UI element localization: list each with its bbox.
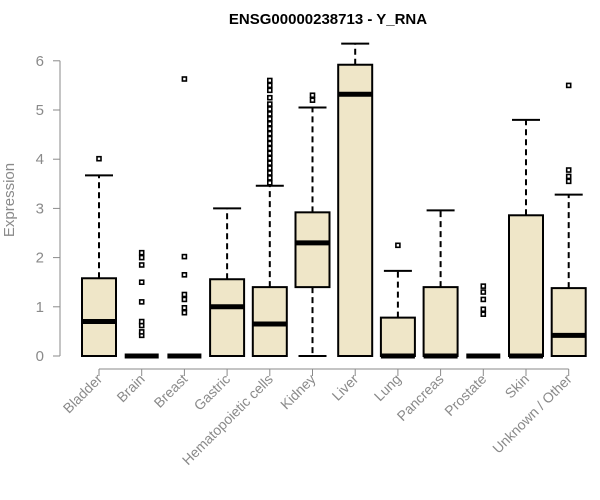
x-tick-label-prostate: Prostate [441,371,489,419]
outlier-point [181,304,188,311]
x-tick-label-unknown-other: Unknown / Other [489,371,575,457]
outlier-point [266,145,273,152]
outlier-point [181,309,188,316]
y-tick-label-3: 3 [36,200,44,217]
y-tick-label-0: 0 [36,348,44,365]
outlier-point [181,76,188,82]
outlier-point [181,291,188,298]
outlier-point [266,175,273,181]
box-iqr [508,214,544,357]
box-liver [337,42,374,358]
y-tick-label-2: 2 [36,250,44,267]
x-tick-label-liver: Liver [329,371,362,404]
outlier-point [480,306,487,313]
outlier-point [266,150,273,157]
outlier-point [266,170,273,176]
outlier-point [181,296,188,303]
outlier-point [266,155,273,162]
y-tick-label-1: 1 [36,299,44,316]
outlier-point [480,311,487,317]
box-pancreas [422,209,459,359]
outlier-point [138,254,145,261]
outlier-point [565,173,572,180]
outlier-point [138,318,145,325]
x-tick-label-pancreas: Pancreas [394,371,447,424]
box-bladder [81,155,117,358]
x-tick-label-kidney: Kidney [277,371,319,413]
outlier-point [309,97,316,103]
box-lung [379,242,416,359]
outlier-point [480,296,487,303]
outlier-point [266,94,273,101]
outlier-point [266,160,273,166]
box-iqr [337,63,374,358]
outlier-point [138,329,145,335]
box-skin [508,118,544,359]
outlier-point [138,262,145,268]
x-tick-label-brain: Brain [113,371,147,405]
outlier-point [565,178,572,185]
outlier-point [266,116,273,122]
x-tick-label-bladder: Bladder [60,371,106,417]
outlier-point [96,155,102,162]
outlier-point [565,167,572,173]
x-tick-label-skin: Skin [502,371,533,402]
outlier-point [266,101,273,107]
outlier-point [266,120,273,127]
box-breast [167,76,202,359]
chart-title: ENSG00000238713 - Y_RNA [229,11,427,28]
box-unknown-other [550,82,587,358]
outlier-point [565,82,572,89]
y-tick-label-4: 4 [36,151,44,168]
box-iqr [294,211,331,289]
x-tick-label-gastric: Gastric [191,371,234,414]
box-iqr [81,277,117,358]
outlier-point [266,180,273,186]
outlier-point [266,111,273,117]
outlier-point [266,77,273,84]
outlier-point [181,253,188,260]
outlier-point [266,165,273,171]
x-tick-label-breast: Breast [151,371,191,411]
x-tick-label-lung: Lung [371,371,404,404]
y-axis: 0 1 2 3 4 5 6 [36,53,61,365]
outlier-point [266,82,273,89]
outlier-point [480,283,487,289]
outlier-point [480,289,487,295]
y-tick-label-5: 5 [36,102,44,119]
outlier-point [266,106,273,112]
outlier-point [138,299,145,305]
outlier-point [266,125,273,132]
box-brain [124,249,159,359]
box-prostate [466,283,501,359]
box-iqr [422,286,459,357]
outlier-point [309,92,316,99]
outlier-point [266,87,273,94]
box-iqr [379,316,416,357]
outlier-point [138,279,145,286]
box-hematopoietic-cells [251,77,288,357]
box-gastric [209,207,246,357]
outlier-point [266,140,273,147]
box-iqr [209,278,246,357]
box-iqr [550,287,587,358]
y-axis-label: Expression [1,163,18,237]
outlier-point [266,130,273,137]
outlier-point [181,272,188,278]
box-kidney [294,92,331,357]
outlier-point [266,135,273,142]
outlier-point [138,249,145,256]
box-series [81,42,587,359]
outlier-point [395,242,401,249]
y-tick-label-6: 6 [36,53,44,70]
